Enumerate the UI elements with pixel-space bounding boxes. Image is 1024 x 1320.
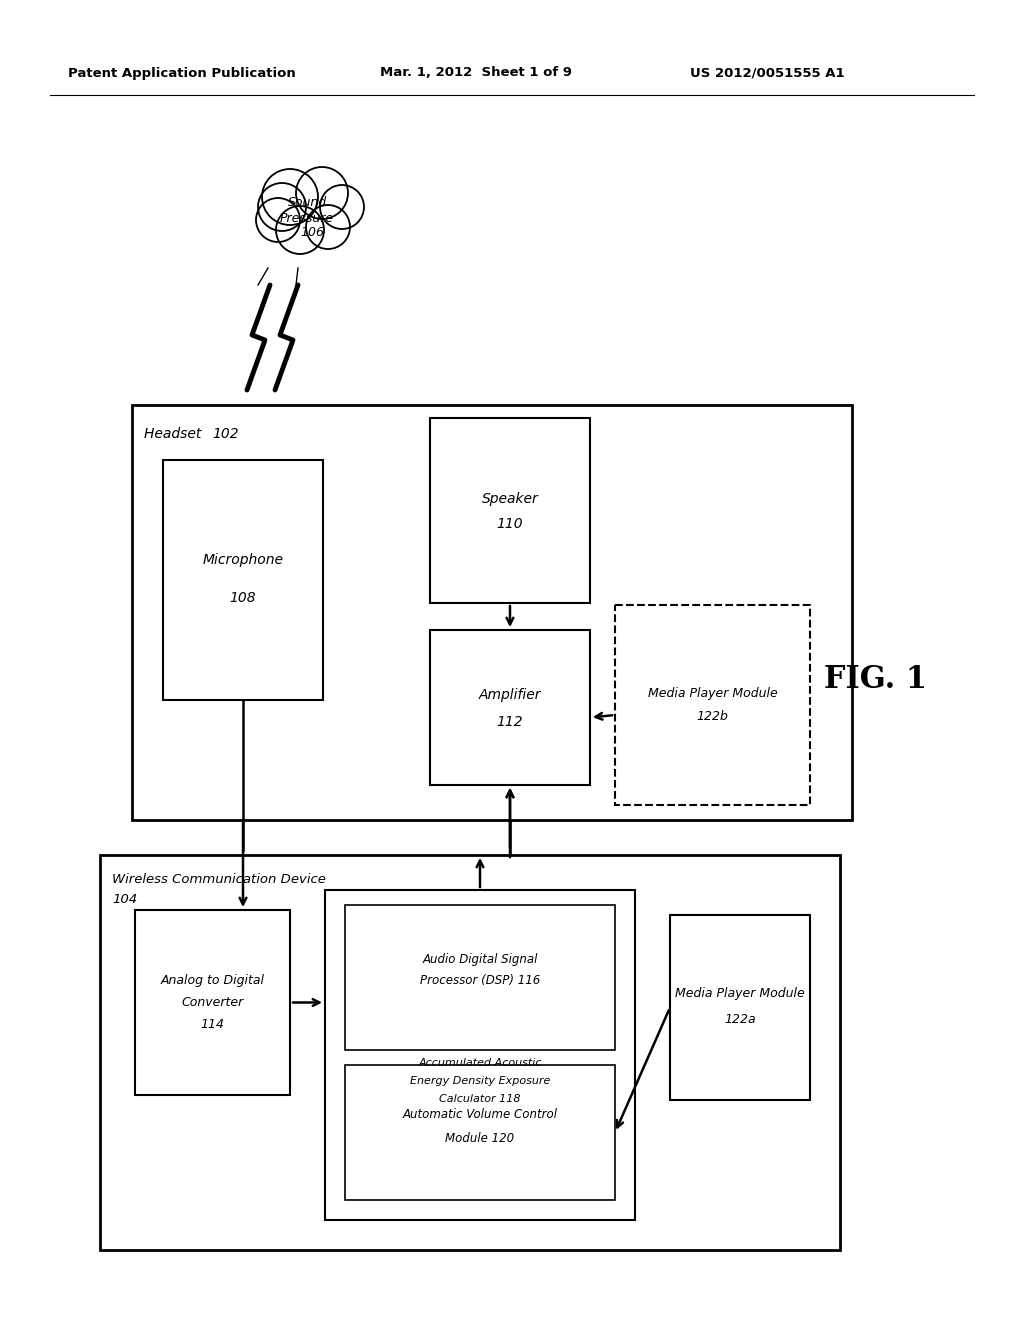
Circle shape [296, 168, 348, 219]
Text: 122a: 122a [724, 1012, 756, 1026]
Bar [325, 890, 635, 1220]
Text: Converter: Converter [181, 997, 244, 1008]
Text: Amplifier: Amplifier [479, 689, 542, 702]
Text: Module 120: Module 120 [445, 1133, 515, 1144]
Text: Processor (DSP) 116: Processor (DSP) 116 [420, 974, 540, 987]
Text: 108: 108 [229, 591, 256, 605]
Text: 114: 114 [201, 1018, 224, 1031]
Bar [430, 418, 590, 603]
Text: Calculator 118: Calculator 118 [439, 1094, 521, 1104]
Text: Headset: Headset [144, 426, 206, 441]
Circle shape [276, 206, 324, 253]
Text: 110: 110 [497, 517, 523, 532]
Text: Sound: Sound [288, 197, 327, 210]
Circle shape [258, 183, 306, 231]
Text: Mar. 1, 2012  Sheet 1 of 9: Mar. 1, 2012 Sheet 1 of 9 [380, 66, 572, 79]
Bar [163, 459, 323, 700]
Text: Energy Density Exposure: Energy Density Exposure [410, 1076, 550, 1086]
Circle shape [319, 185, 364, 228]
Bar [615, 605, 810, 805]
Text: Speaker: Speaker [481, 491, 539, 506]
Text: 104: 104 [112, 894, 137, 906]
Text: Pressure: Pressure [280, 211, 334, 224]
Text: Wireless Communication Device: Wireless Communication Device [112, 873, 326, 886]
Circle shape [256, 198, 300, 242]
Text: Audio Digital Signal: Audio Digital Signal [422, 953, 538, 966]
Text: Analog to Digital: Analog to Digital [161, 974, 264, 987]
Circle shape [262, 169, 318, 224]
Text: Patent Application Publication: Patent Application Publication [68, 66, 296, 79]
Bar [670, 915, 810, 1100]
Bar [132, 405, 852, 820]
Text: Media Player Module: Media Player Module [647, 686, 777, 700]
Bar [135, 909, 290, 1096]
Text: Automatic Volume Control: Automatic Volume Control [402, 1107, 557, 1121]
Bar [430, 630, 590, 785]
Bar [345, 906, 615, 1049]
Text: US 2012/0051555 A1: US 2012/0051555 A1 [690, 66, 845, 79]
Bar [345, 1065, 615, 1200]
Text: FIG. 1: FIG. 1 [823, 664, 927, 696]
Text: Accumulated Acoustic: Accumulated Acoustic [418, 1059, 542, 1068]
Text: 102: 102 [212, 426, 239, 441]
Circle shape [306, 205, 350, 249]
Text: Microphone: Microphone [203, 553, 284, 568]
Text: Media Player Module: Media Player Module [675, 987, 805, 1001]
Text: 106: 106 [300, 226, 324, 239]
Text: 122b: 122b [696, 710, 728, 723]
Bar [100, 855, 840, 1250]
Ellipse shape [263, 176, 356, 255]
Text: 112: 112 [497, 714, 523, 729]
